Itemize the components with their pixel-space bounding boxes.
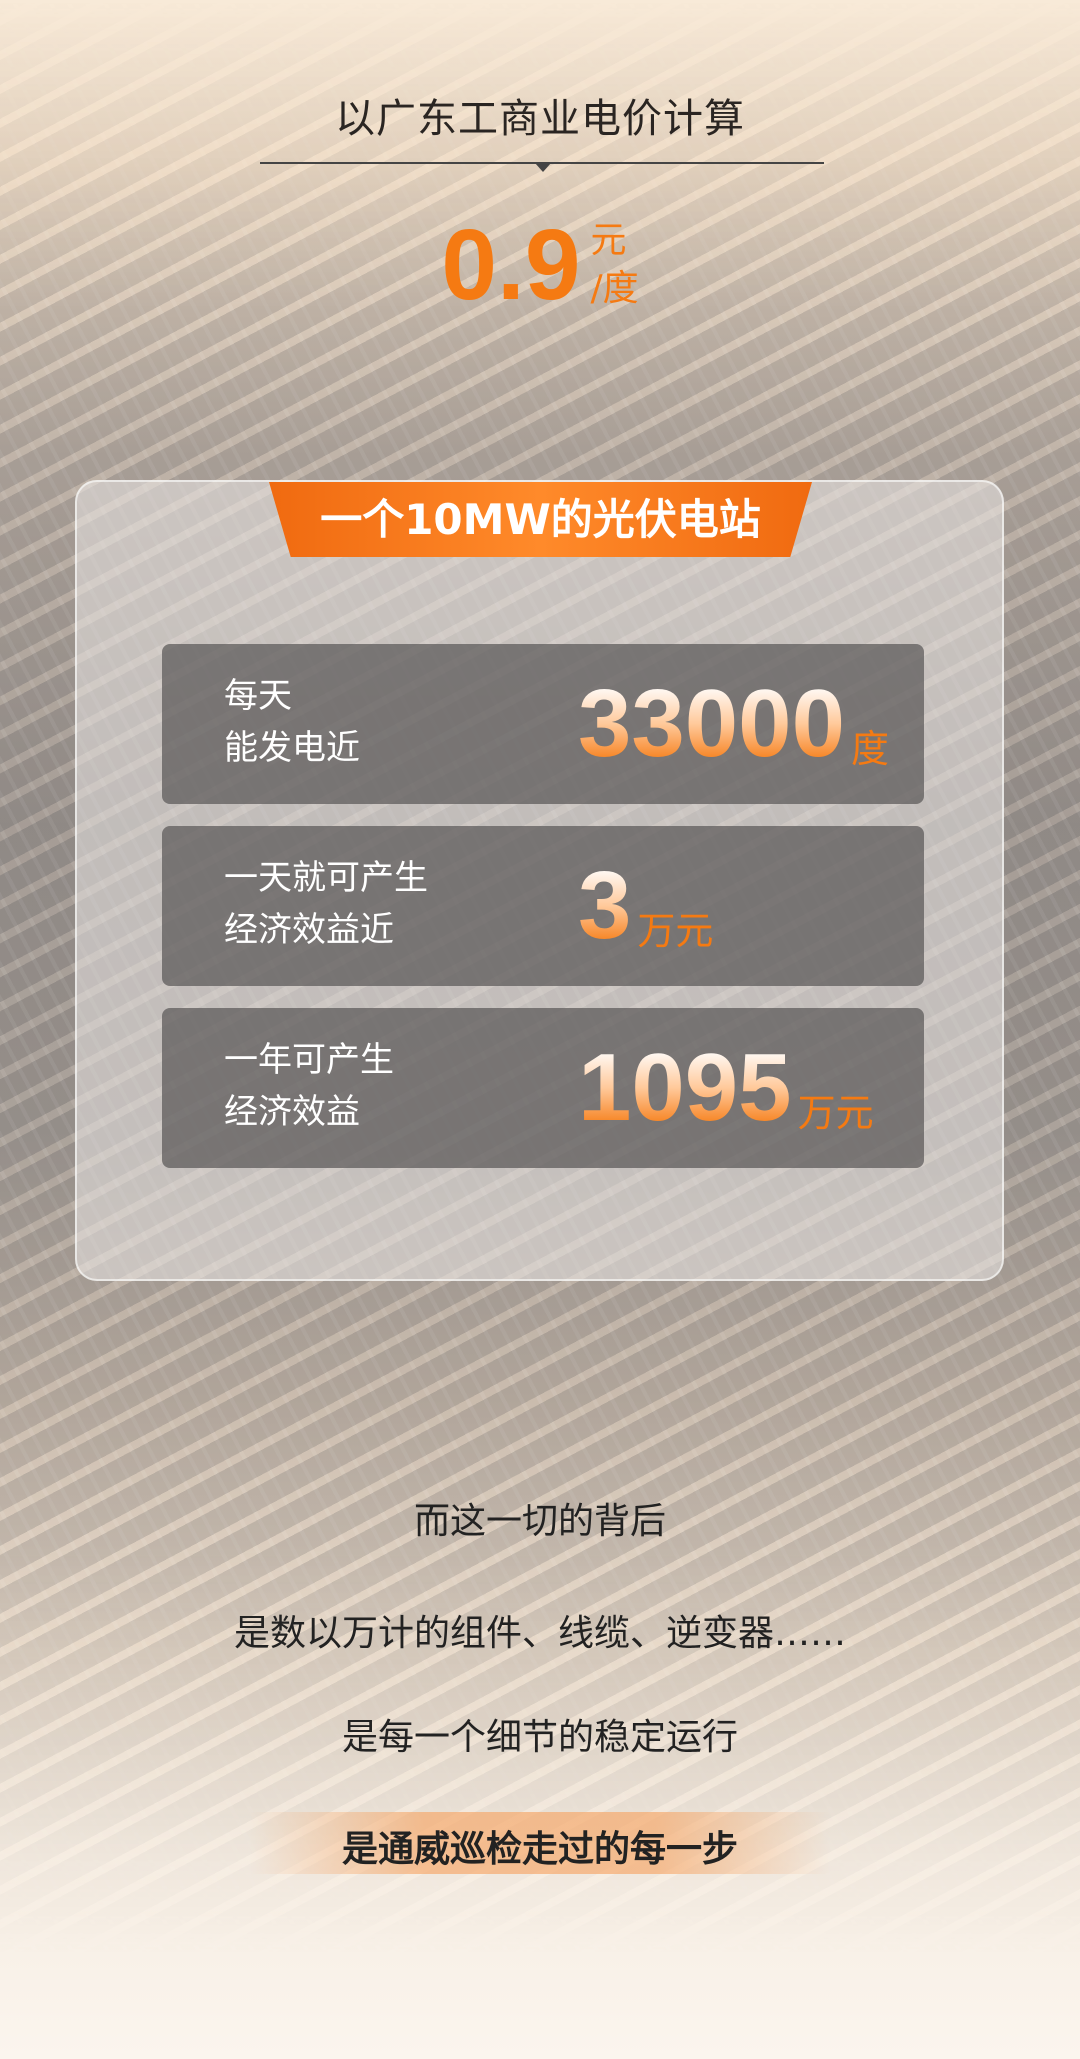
footer-line: 是数以万计的组件、线缆、逆变器…… [233, 1613, 846, 1654]
stat-label: 经济效益 [224, 1092, 360, 1132]
stat-unit: 万元 [637, 909, 714, 953]
price-block: 0.9 元 /度 [0, 210, 1080, 320]
stat-value-group: 33000 度 [578, 674, 889, 774]
stat-label: 每天 [224, 676, 292, 716]
price-value: 0.9 [441, 209, 581, 321]
stat-row-daily-benefit: 一天就可产生 经济效益近 3 万元 [162, 826, 924, 986]
stat-value: 33000 [578, 670, 845, 777]
card-banner: 一个10MW的光伏电站 [269, 482, 812, 557]
stat-row-yearly-benefit: 一年可产生 经济效益 1095 万元 [162, 1008, 924, 1168]
stat-value-group: 3 万元 [578, 856, 713, 956]
stat-value: 1095 [578, 1034, 792, 1141]
price-units: 元 /度 [590, 217, 638, 313]
stat-label: 一天就可产生 [224, 858, 428, 898]
footer-line: 而这一切的背后 [413, 1501, 666, 1542]
page-title: 以广东工商业电价计算 [335, 96, 745, 142]
price-unit-yuan: 元 [590, 220, 627, 261]
stat-value: 3 [578, 852, 632, 959]
stat-label: 能发电近 [224, 728, 360, 768]
stat-label: 一年可产生 [224, 1040, 394, 1080]
footer-highlight: 是通威巡检走过的每一步 [341, 1829, 738, 1870]
footer-line: 是每一个细节的稳定运行 [341, 1717, 738, 1758]
price-unit-du: /度 [590, 268, 639, 309]
stat-value-group: 1095 万元 [578, 1038, 874, 1138]
stat-unit: 万元 [797, 1091, 874, 1135]
divider-pointer-icon [535, 163, 551, 172]
stat-unit: 度 [850, 727, 889, 771]
stat-row-daily-generation: 每天 能发电近 33000 度 [162, 644, 924, 804]
stat-label: 经济效益近 [224, 910, 394, 950]
highlight-band [250, 1812, 830, 1874]
